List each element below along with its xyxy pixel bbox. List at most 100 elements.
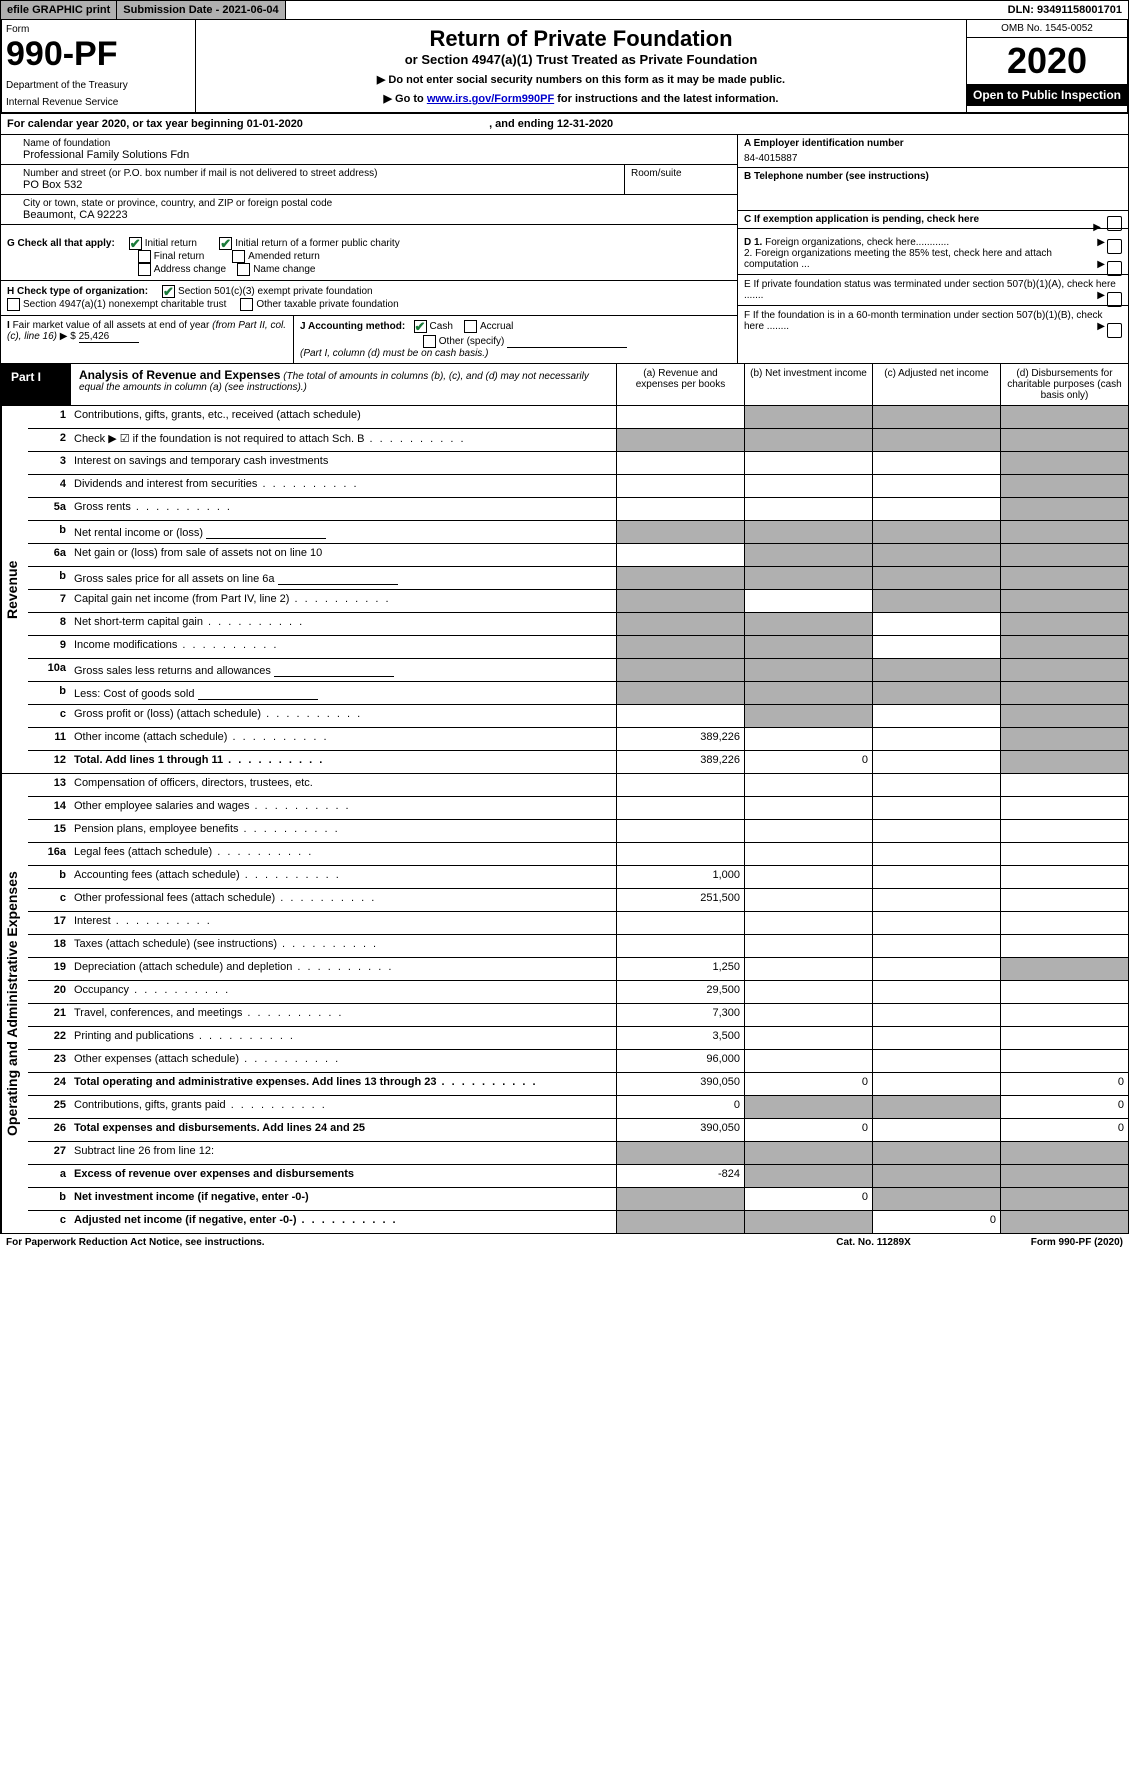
line-number: b — [28, 866, 70, 888]
line-description: Net investment income (if negative, ente… — [70, 1188, 616, 1210]
amount-cell — [1000, 820, 1128, 842]
part1-label: Part I — [1, 364, 71, 405]
line-description: Adjusted net income (if negative, enter … — [70, 1211, 616, 1233]
instruction-ssn: ▶ Do not enter social security numbers o… — [202, 73, 960, 86]
line-number: 1 — [28, 406, 70, 428]
table-row: bGross sales price for all assets on lin… — [28, 567, 1128, 590]
d1-checkbox[interactable] — [1107, 239, 1122, 254]
name-change-checkbox[interactable] — [237, 263, 250, 276]
d2-label: 2. Foreign organizations meeting the 85%… — [744, 248, 1052, 270]
amount-cell — [1000, 728, 1128, 750]
part1-title: Analysis of Revenue and Expenses — [79, 368, 280, 382]
amount-cell — [616, 452, 744, 474]
irs-label: Internal Revenue Service — [6, 97, 191, 108]
address-change-checkbox[interactable] — [138, 263, 151, 276]
page-footer: For Paperwork Reduction Act Notice, see … — [0, 1234, 1129, 1251]
part1-header: Part I Analysis of Revenue and Expenses … — [0, 364, 1129, 406]
amount-cell — [872, 682, 1000, 704]
line-number: 16a — [28, 843, 70, 865]
amount-cell — [872, 1142, 1000, 1164]
ein-value: 84-4015887 — [744, 149, 1122, 164]
amount-cell — [744, 1004, 872, 1026]
form-title: Return of Private Foundation — [202, 26, 960, 52]
table-row: 24Total operating and administrative exp… — [28, 1073, 1128, 1096]
amount-cell: 0 — [872, 1211, 1000, 1233]
accrual-checkbox[interactable] — [464, 320, 477, 333]
cash-checkbox[interactable] — [414, 320, 427, 333]
amount-cell — [744, 521, 872, 543]
line-description: Income modifications — [70, 636, 616, 658]
amount-cell — [616, 567, 744, 589]
amount-cell — [744, 613, 872, 635]
line-description: Net short-term capital gain — [70, 613, 616, 635]
other-method-checkbox[interactable] — [423, 335, 436, 348]
amount-cell — [744, 406, 872, 428]
line-number: 15 — [28, 820, 70, 842]
amount-cell — [744, 866, 872, 888]
amount-cell — [616, 797, 744, 819]
exempt-label: C If exemption application is pending, c… — [744, 214, 979, 225]
form-header: Form 990-PF Department of the Treasury I… — [0, 20, 1129, 114]
amount-cell — [872, 521, 1000, 543]
amount-cell — [1000, 544, 1128, 566]
amount-cell — [744, 1050, 872, 1072]
line-description: Dividends and interest from securities — [70, 475, 616, 497]
line-number: 27 — [28, 1142, 70, 1164]
exempt-checkbox[interactable] — [1107, 216, 1122, 231]
amount-cell — [616, 544, 744, 566]
addr-label: Number and street (or P.O. box number if… — [23, 168, 618, 179]
line-number: 7 — [28, 590, 70, 612]
4947-checkbox[interactable] — [7, 298, 20, 311]
amount-cell — [1000, 659, 1128, 681]
amount-cell — [616, 705, 744, 727]
amount-cell — [872, 981, 1000, 1003]
amount-cell — [872, 1119, 1000, 1141]
e-checkbox[interactable] — [1107, 292, 1122, 307]
amended-return-checkbox[interactable] — [232, 250, 245, 263]
former-charity-checkbox[interactable] — [219, 237, 232, 250]
revenue-side-label: Revenue — [1, 406, 28, 773]
table-row: 21Travel, conferences, and meetings7,300 — [28, 1004, 1128, 1027]
amount-cell: 0 — [1000, 1073, 1128, 1095]
amount-cell — [872, 935, 1000, 957]
irs-link[interactable]: www.irs.gov/Form990PF — [427, 93, 554, 105]
line-description: Gross sales less returns and allowances — [70, 659, 616, 681]
line-description: Total operating and administrative expen… — [70, 1073, 616, 1095]
foundation-name: Professional Family Solutions Fdn — [23, 149, 731, 161]
d1-label: Foreign organizations, check here.......… — [765, 237, 949, 248]
line-number: 8 — [28, 613, 70, 635]
line-number: 14 — [28, 797, 70, 819]
table-row: 7Capital gain net income (from Part IV, … — [28, 590, 1128, 613]
amount-cell — [872, 958, 1000, 980]
amount-cell — [744, 659, 872, 681]
address: PO Box 532 — [23, 179, 618, 191]
line-description: Other income (attach schedule) — [70, 728, 616, 750]
d2-checkbox[interactable] — [1107, 261, 1122, 276]
line-number: 25 — [28, 1096, 70, 1118]
efile-button[interactable]: efile GRAPHIC print — [1, 1, 117, 19]
amount-cell — [872, 452, 1000, 474]
line-description: Other employee salaries and wages — [70, 797, 616, 819]
amount-cell — [616, 475, 744, 497]
amount-cell — [744, 1165, 872, 1187]
line-number: 6a — [28, 544, 70, 566]
amount-cell — [744, 774, 872, 796]
table-row: 15Pension plans, employee benefits — [28, 820, 1128, 843]
name-label: Name of foundation — [23, 138, 731, 149]
amount-cell — [744, 682, 872, 704]
initial-return-checkbox[interactable] — [129, 237, 142, 250]
table-row: cOther professional fees (attach schedul… — [28, 889, 1128, 912]
g-row: G Check all that apply: Initial return I… — [1, 233, 737, 281]
line-number: 11 — [28, 728, 70, 750]
table-row: bLess: Cost of goods sold — [28, 682, 1128, 705]
other-taxable-checkbox[interactable] — [240, 298, 253, 311]
final-return-checkbox[interactable] — [138, 250, 151, 263]
amount-cell: 390,050 — [616, 1119, 744, 1141]
amount-cell — [744, 429, 872, 451]
amount-cell: 0 — [744, 751, 872, 773]
amount-cell — [1000, 981, 1128, 1003]
f-checkbox[interactable] — [1107, 323, 1122, 338]
amount-cell — [872, 475, 1000, 497]
501c3-checkbox[interactable] — [162, 285, 175, 298]
amount-cell — [872, 797, 1000, 819]
